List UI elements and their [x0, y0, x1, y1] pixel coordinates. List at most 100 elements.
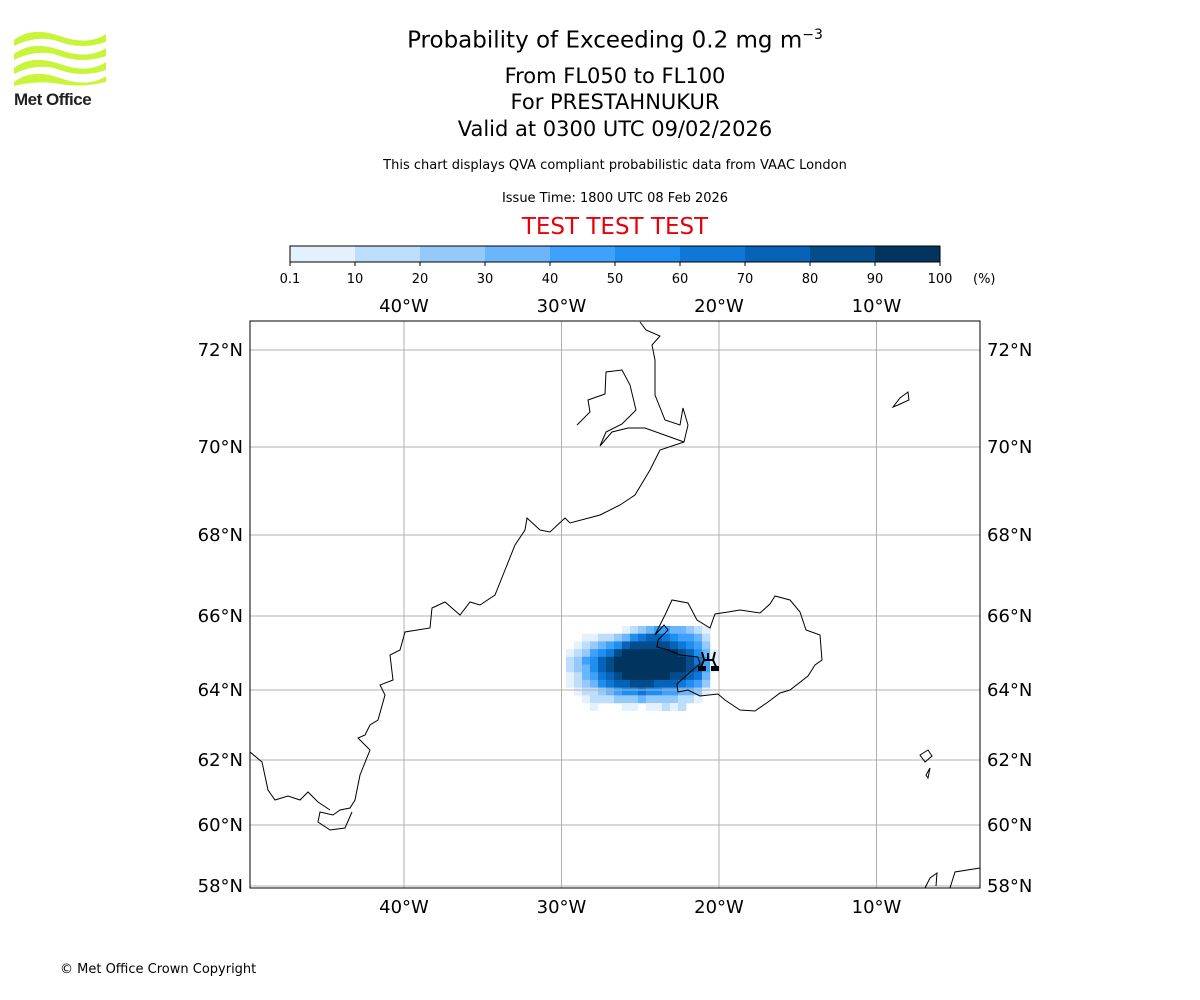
probability-cell — [622, 633, 631, 642]
coastline-jan-mayen — [891, 391, 910, 409]
probability-cell — [622, 703, 631, 711]
probability-cell — [694, 695, 703, 704]
probability-cell — [646, 687, 655, 696]
probability-cell — [614, 695, 623, 704]
probability-cell — [638, 664, 647, 673]
colorbar-tick-label: 90 — [867, 272, 884, 287]
probability-cell — [630, 641, 639, 650]
probability-cell — [670, 695, 679, 704]
probability-cell — [590, 695, 599, 704]
volcano-name: For PRESTAHNUKUR — [510, 90, 720, 114]
probability-cell — [590, 664, 599, 673]
probability-cell — [702, 641, 711, 650]
lon-label-bottom: 40°W — [379, 897, 429, 918]
probability-cell — [590, 656, 599, 665]
probability-cell — [606, 633, 615, 642]
probability-cell — [702, 679, 711, 688]
probability-cell — [582, 633, 591, 642]
probability-cell — [654, 679, 663, 688]
probability-cell — [614, 641, 623, 650]
lat-label-right: 58°N — [987, 876, 1032, 897]
probability-cell — [638, 626, 647, 634]
probability-cell — [574, 679, 583, 688]
probability-cell — [606, 656, 615, 665]
colorbar-tick-label: 20 — [412, 272, 429, 287]
probability-cell — [654, 656, 663, 665]
coastline-faroe — [919, 749, 933, 780]
probability-cell — [638, 649, 647, 658]
lat-label-right: 68°N — [987, 525, 1032, 546]
coastline-greenland — [249, 321, 689, 831]
probability-cell — [582, 649, 591, 658]
probability-cell — [630, 695, 639, 704]
probability-cell — [566, 656, 575, 665]
probability-cell — [662, 626, 671, 634]
probability-cell — [694, 649, 703, 658]
probability-cell — [662, 703, 671, 711]
colorbar-segment — [485, 246, 551, 262]
probability-cell — [574, 672, 583, 681]
lat-label-left: 60°N — [198, 815, 243, 836]
lon-label-top: 10°W — [852, 296, 902, 317]
lat-label-left: 66°N — [198, 606, 243, 627]
probability-cell — [590, 687, 599, 696]
met-office-waves-icon — [14, 31, 106, 86]
probability-cell — [662, 633, 671, 642]
probability-cell — [694, 672, 703, 681]
valid-time: Valid at 0300 UTC 09/02/2026 — [457, 117, 773, 141]
lon-label-bottom: 10°W — [852, 897, 902, 918]
colorbar-tick-label: 50 — [607, 272, 624, 287]
probability-cell — [606, 664, 615, 673]
probability-cell — [590, 703, 599, 711]
probability-cell — [646, 672, 655, 681]
probability-cell — [702, 687, 711, 696]
colorbar-segment — [680, 246, 746, 262]
probability-cell — [598, 695, 607, 704]
probability-cell — [614, 633, 623, 642]
probability-cell — [654, 687, 663, 696]
probability-cell — [670, 656, 679, 665]
probability-cell — [638, 641, 647, 650]
coastline-greenland-islands — [576, 369, 685, 447]
probability-cell — [670, 687, 679, 696]
probability-cell — [582, 679, 591, 688]
probability-cell — [686, 679, 695, 688]
probability-cell — [630, 649, 639, 658]
probability-cell — [654, 649, 663, 658]
probability-cell — [670, 641, 679, 650]
probability-cell — [686, 633, 695, 642]
probability-cell — [702, 626, 711, 634]
colorbar-tick-label: 80 — [802, 272, 819, 287]
probability-cell — [686, 656, 695, 665]
probability-cell — [678, 672, 687, 681]
probability-cell — [662, 679, 671, 688]
lat-label-left: 70°N — [198, 437, 243, 458]
met-office-logo — [12, 28, 108, 92]
probability-cell — [678, 703, 687, 711]
colorbar-tick-label: 70 — [737, 272, 754, 287]
lat-label-right: 70°N — [987, 437, 1032, 458]
probability-cell — [574, 656, 583, 665]
colorbar-segment — [615, 246, 681, 262]
probability-cell — [582, 672, 591, 681]
probability-cell — [574, 649, 583, 658]
probability-cell — [678, 649, 687, 658]
probability-cell — [566, 679, 575, 688]
probability-cell — [630, 656, 639, 665]
probability-cell — [678, 656, 687, 665]
lon-label-top: 20°W — [694, 296, 744, 317]
colorbar-tick-label: 40 — [542, 272, 559, 287]
probability-cell — [606, 641, 615, 650]
colorbar-segment — [810, 246, 876, 262]
probability-cell — [622, 695, 631, 704]
colorbar-tick-label: 100 — [928, 272, 953, 287]
probability-cell — [614, 679, 623, 688]
probability-cell — [582, 656, 591, 665]
probability-cell — [678, 679, 687, 688]
lat-label-left: 72°N — [198, 340, 243, 361]
colorbar-segment — [420, 246, 486, 262]
probability-cell — [654, 633, 663, 642]
probability-cell — [566, 664, 575, 673]
probability-cell — [678, 641, 687, 650]
probability-cell — [566, 649, 575, 658]
